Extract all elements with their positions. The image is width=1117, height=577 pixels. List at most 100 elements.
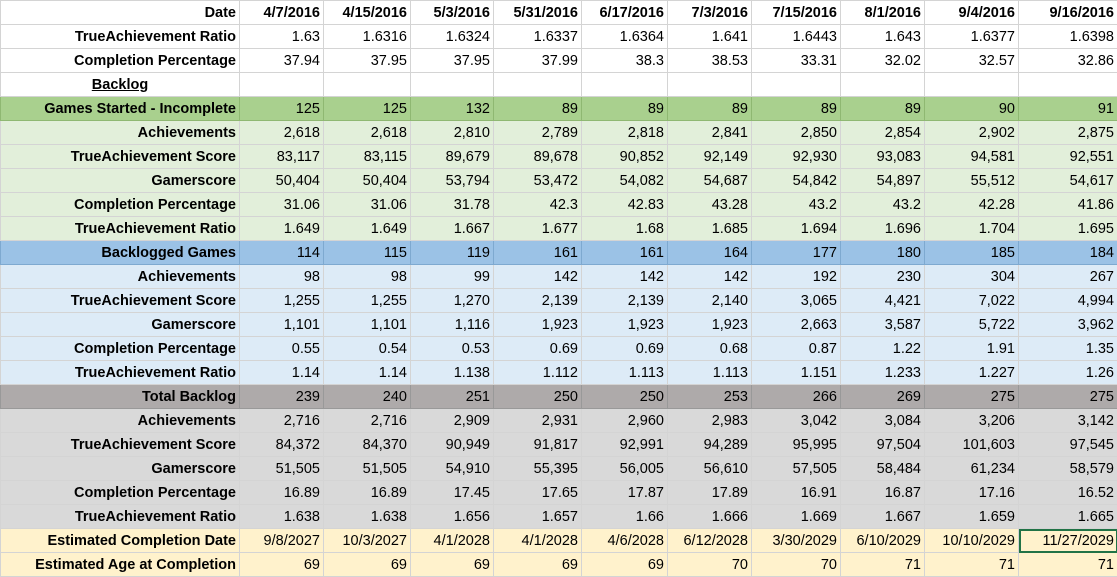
started-row-cell[interactable]: 2,854 xyxy=(841,121,925,145)
total-row-cell[interactable]: 90,949 xyxy=(411,433,494,457)
estimate-row-cell[interactable]: 4/6/2028 xyxy=(582,529,668,553)
total-section-header-cell[interactable]: 240 xyxy=(324,385,411,409)
started-row-cell[interactable]: 92,551 xyxy=(1019,145,1117,169)
total-row-cell[interactable]: 1.659 xyxy=(925,505,1019,529)
backlogged-section-header-cell[interactable]: 180 xyxy=(841,241,925,265)
backlogged-row-cell[interactable]: 1,101 xyxy=(240,313,324,337)
total-row-cell[interactable]: 101,603 xyxy=(925,433,1019,457)
total-row-cell[interactable]: 1.667 xyxy=(841,505,925,529)
backlogged-row-cell[interactable]: 5,722 xyxy=(925,313,1019,337)
total-row-cell[interactable]: 56,610 xyxy=(668,457,752,481)
total-row-cell[interactable]: 56,005 xyxy=(582,457,668,481)
total-row-cell[interactable]: 2,909 xyxy=(411,409,494,433)
date-header-row-cell[interactable]: 5/31/2016 xyxy=(494,1,582,25)
date-header-row-cell[interactable]: 4/15/2016 xyxy=(324,1,411,25)
total-row-cell[interactable]: 84,372 xyxy=(240,433,324,457)
empty-cell[interactable] xyxy=(668,73,752,97)
summary-row-label[interactable]: TrueAchievement Ratio xyxy=(1,25,240,49)
started-row-cell[interactable]: 92,149 xyxy=(668,145,752,169)
total-row-cell[interactable]: 2,931 xyxy=(494,409,582,433)
total-row-cell[interactable]: 1.66 xyxy=(582,505,668,529)
total-row-cell[interactable]: 2,716 xyxy=(240,409,324,433)
total-row-cell[interactable]: 92,991 xyxy=(582,433,668,457)
empty-cell[interactable] xyxy=(752,73,841,97)
total-row-cell[interactable]: 17.16 xyxy=(925,481,1019,505)
backlogged-row-cell[interactable]: 0.55 xyxy=(240,337,324,361)
summary-row-label[interactable]: Completion Percentage xyxy=(1,49,240,73)
summary-row-cell[interactable]: 32.02 xyxy=(841,49,925,73)
date-header-row-cell[interactable]: 6/17/2016 xyxy=(582,1,668,25)
total-row-cell[interactable]: 16.87 xyxy=(841,481,925,505)
estimate-row-cell[interactable]: 4/1/2028 xyxy=(411,529,494,553)
started-row-cell[interactable]: 42.3 xyxy=(494,193,582,217)
backlogged-section-header-cell[interactable]: 161 xyxy=(494,241,582,265)
total-row-cell[interactable]: 1.666 xyxy=(668,505,752,529)
date-header-row-cell[interactable]: 7/15/2016 xyxy=(752,1,841,25)
backlogged-section-header-cell[interactable]: 177 xyxy=(752,241,841,265)
started-row-cell[interactable]: 54,842 xyxy=(752,169,841,193)
estimate-row-cell[interactable]: 70 xyxy=(752,553,841,577)
total-row-cell[interactable]: 3,142 xyxy=(1019,409,1117,433)
summary-row-cell[interactable]: 38.53 xyxy=(668,49,752,73)
estimate-row-cell[interactable]: 4/1/2028 xyxy=(494,529,582,553)
backlogged-section-header-cell[interactable]: 164 xyxy=(668,241,752,265)
backlog-title[interactable]: Backlog xyxy=(1,73,240,97)
estimate-row-cell[interactable]: 69 xyxy=(240,553,324,577)
started-row-cell[interactable]: 89,678 xyxy=(494,145,582,169)
backlogged-row-cell[interactable]: 304 xyxy=(925,265,1019,289)
backlogged-row-cell[interactable]: 0.53 xyxy=(411,337,494,361)
total-row-cell[interactable]: 2,960 xyxy=(582,409,668,433)
backlogged-row-cell[interactable]: 7,022 xyxy=(925,289,1019,313)
backlogged-section-header-cell[interactable]: 185 xyxy=(925,241,1019,265)
backlogged-row-cell[interactable]: 1.233 xyxy=(841,361,925,385)
summary-row-cell[interactable]: 1.643 xyxy=(841,25,925,49)
started-section-header-cell[interactable]: 132 xyxy=(411,97,494,121)
estimate-row-cell[interactable]: 6/12/2028 xyxy=(668,529,752,553)
backlogged-row-cell[interactable]: 0.54 xyxy=(324,337,411,361)
summary-row-cell[interactable]: 32.86 xyxy=(1019,49,1117,73)
total-section-header-cell[interactable]: 253 xyxy=(668,385,752,409)
backlogged-row-cell[interactable]: 1.227 xyxy=(925,361,1019,385)
started-row-label[interactable]: TrueAchievement Ratio xyxy=(1,217,240,241)
total-row-label[interactable]: Completion Percentage xyxy=(1,481,240,505)
started-row-cell[interactable]: 2,818 xyxy=(582,121,668,145)
summary-row-cell[interactable]: 37.95 xyxy=(324,49,411,73)
backlogged-row-cell[interactable]: 1,270 xyxy=(411,289,494,313)
started-row-cell[interactable]: 1.704 xyxy=(925,217,1019,241)
started-section-header-cell[interactable]: 125 xyxy=(240,97,324,121)
total-row-cell[interactable]: 17.45 xyxy=(411,481,494,505)
started-row-cell[interactable]: 92,930 xyxy=(752,145,841,169)
backlogged-row-cell[interactable]: 1.35 xyxy=(1019,337,1117,361)
started-row-cell[interactable]: 43.2 xyxy=(841,193,925,217)
backlogged-row-cell[interactable]: 267 xyxy=(1019,265,1117,289)
summary-row-cell[interactable]: 1.6377 xyxy=(925,25,1019,49)
started-row-cell[interactable]: 53,794 xyxy=(411,169,494,193)
estimate-row-cell[interactable]: 70 xyxy=(668,553,752,577)
total-row-cell[interactable]: 16.52 xyxy=(1019,481,1117,505)
started-row-label[interactable]: Achievements xyxy=(1,121,240,145)
total-row-cell[interactable]: 51,505 xyxy=(240,457,324,481)
started-row-label[interactable]: Completion Percentage xyxy=(1,193,240,217)
date-header-row-cell[interactable]: 9/16/2016 xyxy=(1019,1,1117,25)
backlogged-row-cell[interactable]: 1.91 xyxy=(925,337,1019,361)
total-section-header-cell[interactable]: 269 xyxy=(841,385,925,409)
total-section-header-cell[interactable]: 239 xyxy=(240,385,324,409)
estimate-row-label[interactable]: Estimated Completion Date xyxy=(1,529,240,553)
started-row-cell[interactable]: 54,687 xyxy=(668,169,752,193)
started-row-cell[interactable]: 1.667 xyxy=(411,217,494,241)
total-section-header-cell[interactable]: 250 xyxy=(494,385,582,409)
summary-row-cell[interactable]: 1.6337 xyxy=(494,25,582,49)
started-row-cell[interactable]: 1.649 xyxy=(324,217,411,241)
backlogged-row-label[interactable]: Achievements xyxy=(1,265,240,289)
backlogged-section-header-cell[interactable]: 114 xyxy=(240,241,324,265)
started-row-cell[interactable]: 2,810 xyxy=(411,121,494,145)
started-section-header-cell[interactable]: 91 xyxy=(1019,97,1117,121)
date-header-row-cell[interactable]: 7/3/2016 xyxy=(668,1,752,25)
backlogged-row-cell[interactable]: 192 xyxy=(752,265,841,289)
started-row-cell[interactable]: 1.696 xyxy=(841,217,925,241)
started-row-cell[interactable]: 50,404 xyxy=(240,169,324,193)
estimate-row-cell[interactable]: 69 xyxy=(324,553,411,577)
estimate-row-cell[interactable]: 69 xyxy=(494,553,582,577)
backlogged-row-cell[interactable]: 1.26 xyxy=(1019,361,1117,385)
backlogged-row-cell[interactable]: 3,065 xyxy=(752,289,841,313)
